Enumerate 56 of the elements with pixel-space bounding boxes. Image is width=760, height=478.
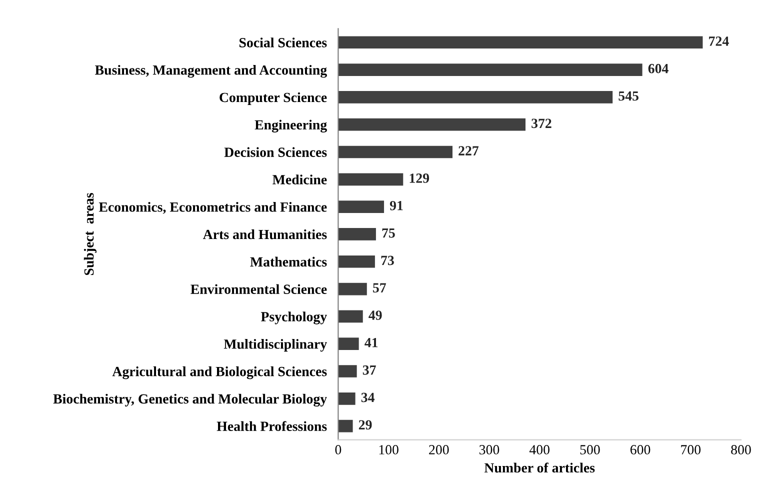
- data-label: 227: [458, 146, 479, 156]
- bar: [338, 228, 376, 240]
- bar: [338, 310, 363, 323]
- bar: [338, 338, 359, 350]
- bar: [338, 392, 356, 405]
- data-label: 37: [362, 365, 376, 375]
- y-tick-label: Decision Sciences: [224, 147, 327, 157]
- bar: [338, 282, 367, 296]
- y-tick-label: Economics, Econometrics and Finance: [98, 202, 327, 214]
- y-tick-label: Computer Science: [220, 92, 327, 105]
- y-tick-label: Business, Management and Accounting: [95, 64, 327, 78]
- bar: [338, 255, 375, 268]
- data-label: 604: [648, 64, 668, 74]
- x-axis-title: Number of articles: [484, 462, 595, 473]
- x-tick-label: 0: [335, 445, 342, 454]
- bar: [338, 91, 613, 104]
- data-label: 545: [618, 91, 638, 101]
- data-label: 41: [364, 338, 378, 348]
- x-tick-label: 600: [630, 445, 650, 454]
- y-tick-label: Agricultural and Biological Sciences: [112, 366, 327, 380]
- y-tick-label: Social Sciences: [239, 38, 327, 48]
- x-tick-label: 100: [379, 445, 398, 454]
- y-tick-label: Multidisciplinary: [224, 339, 327, 352]
- data-label: 372: [532, 118, 552, 128]
- x-tick-label: 700: [681, 445, 701, 454]
- y-tick-label: Medicine: [272, 174, 327, 184]
- bar: [338, 365, 357, 378]
- data-label: 29: [358, 420, 372, 430]
- bar: [338, 118, 526, 131]
- data-label: 57: [373, 283, 386, 293]
- y-tick-label: Arts and Humanities: [202, 229, 327, 240]
- bar: [338, 36, 703, 49]
- y-tick-label: Biochemistry, Genetics and Molecular Biology: [53, 394, 327, 407]
- bar: [338, 146, 452, 158]
- y-tick-label: Engineering: [254, 120, 327, 132]
- y-tick-label: Psychology: [260, 312, 327, 324]
- x-tick-label: 200: [429, 445, 449, 454]
- data-label: 73: [381, 256, 394, 266]
- data-label: 91: [390, 200, 403, 210]
- data-label: 129: [410, 174, 430, 183]
- data-label: 49: [368, 310, 382, 320]
- x-tick-label: 800: [731, 445, 751, 454]
- data-label: 724: [709, 36, 729, 46]
- y-tick-label: Environmental Science: [190, 284, 327, 294]
- bar: [338, 420, 353, 432]
- bar: [338, 173, 404, 186]
- data-label: 75: [382, 228, 395, 238]
- bar: [338, 64, 642, 76]
- x-tick-label: 400: [529, 445, 550, 454]
- data-label: 34: [361, 392, 375, 402]
- x-tick-label: 300: [479, 445, 500, 454]
- y-tick-label: Mathematics: [250, 256, 327, 267]
- bar: [338, 200, 384, 213]
- x-tick-label: 500: [580, 445, 600, 454]
- y-axis-title: Subject areas: [84, 193, 97, 276]
- y-tick-label: Health Professions: [216, 421, 327, 432]
